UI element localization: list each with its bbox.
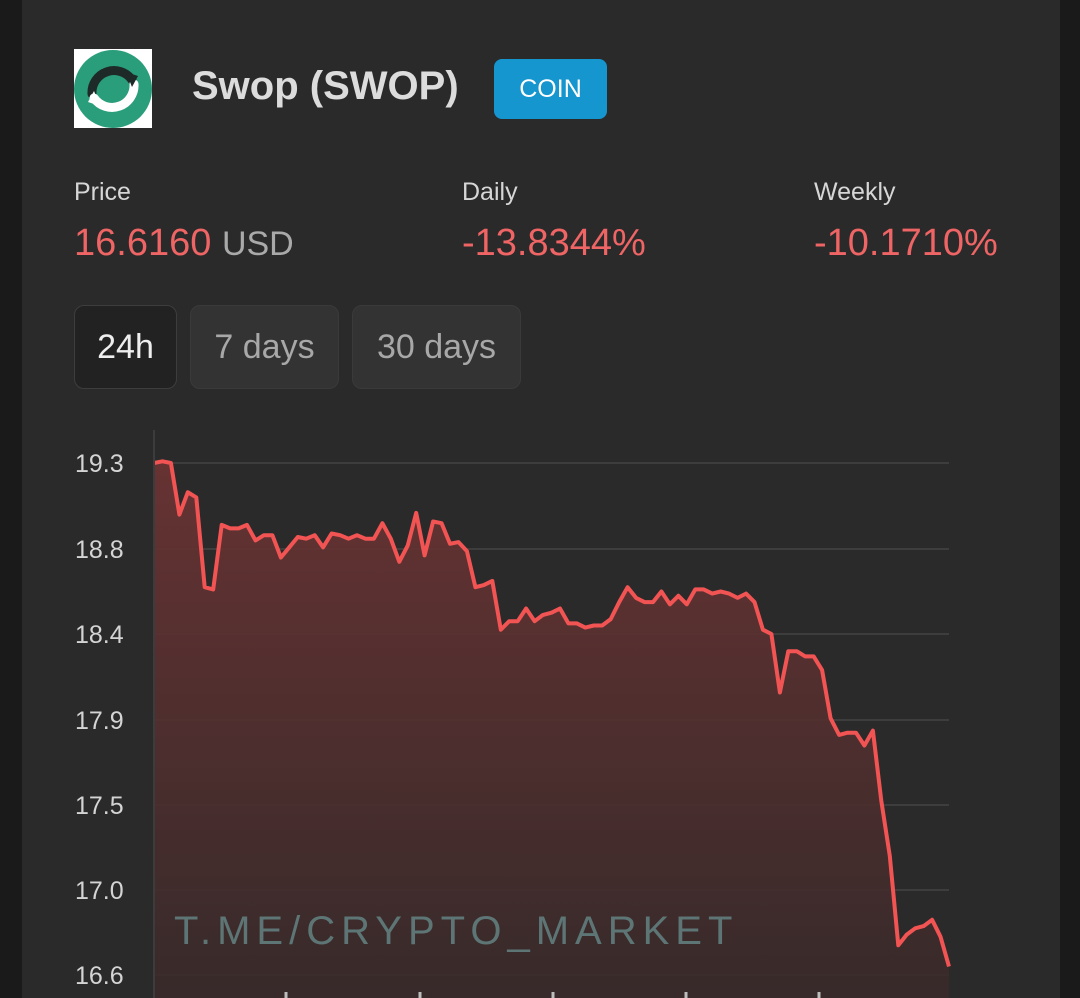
watermark-text: T.ME/CRYPTO_MARKET [174,909,738,953]
tab-24h[interactable]: 24h [74,305,177,389]
y-tick-label: 18.8 [75,536,124,564]
daily-change-value: -13.8344% [462,222,646,264]
y-axis-ticks: 19.3 18.8 18.4 17.9 17.5 17.0 16.6 [75,450,124,990]
y-tick-label: 18.4 [75,621,124,649]
y-tick-label: 17.9 [75,707,124,735]
coin-logo [74,49,152,128]
price-value: 16.6160 [74,222,212,264]
y-tick-label: 17.5 [75,792,124,820]
coin-card: Swop (SWOP) COIN Price 16.6160 USD Daily… [22,0,1060,998]
price-label: Price [74,178,131,206]
coin-type-badge[interactable]: COIN [494,59,607,119]
weekly-label: Weekly [814,178,896,206]
x-axis-ticks [284,992,821,998]
price-chart: 19.3 18.8 18.4 17.9 17.5 17.0 16.6 T.ME/CRYPTO… [75,430,951,998]
weekly-change-value: -10.1710% [814,222,998,264]
daily-label: Daily [462,178,518,206]
tab-7-days[interactable]: 7 days [190,305,339,389]
coin-title: Swop (SWOP) [192,64,459,108]
price-area [154,461,949,998]
price-unit: USD [221,225,294,263]
y-tick-label: 17.0 [75,877,124,905]
price-value-group: 16.6160 USD [74,222,294,265]
y-tick-label: 16.6 [75,962,124,990]
y-tick-label: 19.3 [75,450,124,478]
tab-30-days[interactable]: 30 days [352,305,521,389]
swop-logo-icon [74,49,152,128]
